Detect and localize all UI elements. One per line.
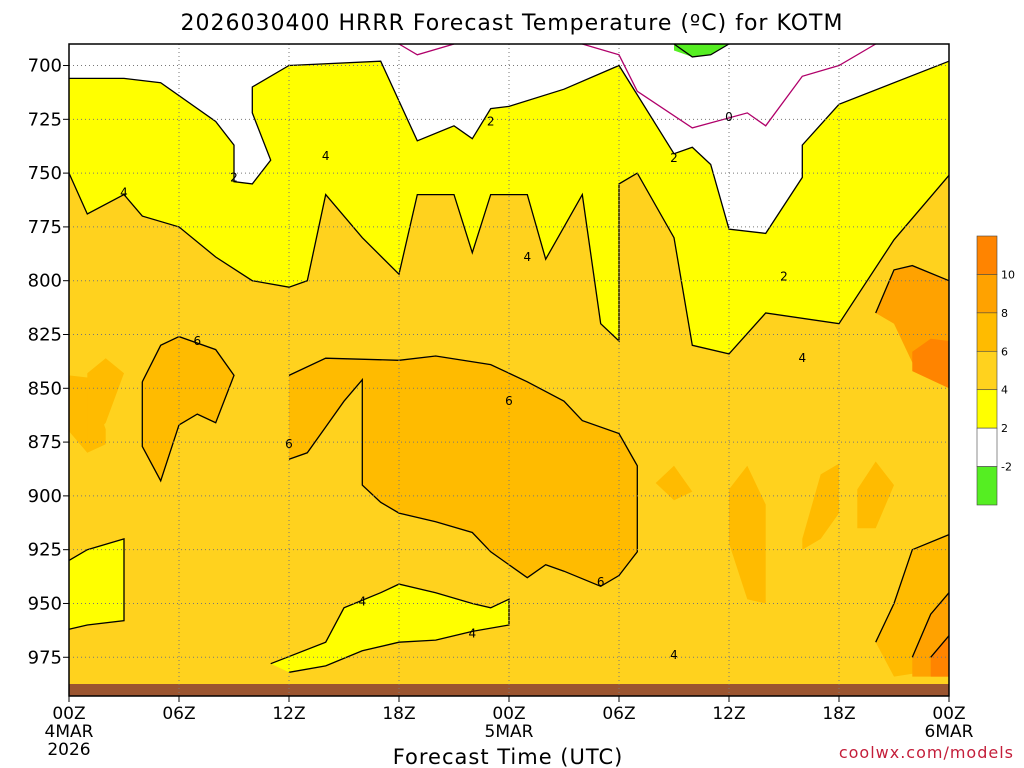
colorbar-swatch <box>976 350 998 391</box>
y-tick-label: 700 <box>28 56 62 77</box>
x-tick-date: 6MAR <box>925 722 974 742</box>
x-tick-label: 06Z <box>162 704 195 724</box>
contour-label: 6 <box>597 575 605 589</box>
temp-6to8-main <box>289 356 638 587</box>
y-tick-label: 875 <box>28 432 62 453</box>
contour-label: 6 <box>194 334 202 348</box>
x-axis-label: Forecast Time (UTC) <box>393 745 624 768</box>
colorbar-tick-label: 8 <box>1001 307 1008 320</box>
y-tick-label: 725 <box>28 109 62 130</box>
x-tick-label: 06Z <box>602 704 635 724</box>
contour-label: 4 <box>524 250 532 264</box>
contour-line-4 <box>68 172 950 355</box>
chart-title: 2026030400 HRRR Forecast Temperature (ºC… <box>181 11 844 36</box>
x-tick-label: 00Z <box>52 704 85 724</box>
contour-line-8 <box>911 592 950 658</box>
x-tick-year: 2026 <box>47 740 90 760</box>
temp-2to4-lowlevel-2 <box>270 584 509 673</box>
temp-10-up-upper <box>912 338 949 389</box>
contour-line-2 <box>69 60 950 235</box>
y-tick-label: 975 <box>28 647 62 668</box>
contour-label: 2 <box>670 151 678 165</box>
y-tick-label: 950 <box>28 593 62 614</box>
colorbar-swatch <box>976 312 998 352</box>
contour-labels: 2 2 2 2 0 4 4 4 4 4 4 4 6 6 6 6 <box>120 110 806 662</box>
grid <box>69 44 949 696</box>
contour-line-6 <box>141 335 235 483</box>
contour-line-8 <box>875 264 950 314</box>
colorbar-swatch <box>976 235 998 275</box>
temp-0to2-top <box>69 44 949 234</box>
colorbar: 10 8 6 4 2 -2 <box>976 235 1015 506</box>
ground-terrain <box>69 684 949 696</box>
contour-label: 4 <box>322 149 330 163</box>
temp-6to8-b <box>142 336 234 481</box>
y-axis-ticks: 700 725 750 775 800 825 850 875 900 925 950 975 <box>28 56 69 668</box>
x-tick-label: 00Z <box>492 704 525 724</box>
colorbar-swatch <box>976 466 998 506</box>
colorbar-tick-label: 10 <box>1001 268 1015 281</box>
temp-6to8-f <box>857 461 894 529</box>
colorbar-tick-label: -2 <box>1001 461 1012 474</box>
credit-text: coolwx.com/models <box>839 743 1014 762</box>
y-tick-label: 825 <box>28 324 62 345</box>
contour-label: 4 <box>469 627 477 641</box>
y-tick-label: 800 <box>28 271 62 292</box>
temp-2to4-lowlevel <box>69 538 124 630</box>
contour-line-0 <box>582 43 877 129</box>
contour-label: 4 <box>359 594 367 608</box>
contour-line-10 <box>930 635 950 658</box>
contour-line-4 <box>270 583 510 673</box>
x-tick-label: 00Z <box>932 704 965 724</box>
y-tick-label: 925 <box>28 540 62 561</box>
contour-label: 2 <box>230 170 238 184</box>
x-tick-date: 4MAR <box>45 722 94 742</box>
y-tick-label: 750 <box>28 163 62 184</box>
colorbar-swatch <box>976 274 998 314</box>
colorbar-tick-label: 4 <box>1001 384 1008 397</box>
temp-6to8-e <box>802 463 839 550</box>
contour-label: 4 <box>670 648 678 662</box>
contour-lines <box>68 43 950 673</box>
plot-area: 2 2 2 2 0 4 4 4 4 4 4 4 6 6 6 6 <box>68 43 950 697</box>
x-tick-label: 12Z <box>272 704 305 724</box>
x-tick-label: 12Z <box>712 704 745 724</box>
x-tick-label: 18Z <box>382 704 415 724</box>
x-tick-date: 5MAR <box>485 722 534 742</box>
contour-label: 2 <box>487 114 495 128</box>
y-tick-label: 775 <box>28 217 62 238</box>
temp-6to8-d <box>729 465 766 604</box>
y-tick-label: 850 <box>28 378 62 399</box>
contour-label: 4 <box>799 351 807 365</box>
temp-6to8-c <box>655 465 693 501</box>
y-tick-label: 900 <box>28 486 62 507</box>
contour-label: 0 <box>725 110 733 124</box>
contour-label: 6 <box>505 394 513 408</box>
contour-line-6 <box>288 355 638 588</box>
contour-label: 4 <box>120 185 128 199</box>
contour-line--2 <box>673 43 730 58</box>
colorbar-swatch <box>976 389 998 429</box>
contour-label: 6 <box>285 437 293 451</box>
x-tick-label: 18Z <box>822 704 855 724</box>
contour-line-6 <box>875 533 950 643</box>
contour-line-0 <box>398 43 455 56</box>
contour-label: 2 <box>780 269 788 283</box>
temp-6to8-a <box>87 358 124 445</box>
colorbar-tick-label: 2 <box>1001 422 1008 435</box>
colorbar-tick-label: 6 <box>1001 345 1008 358</box>
colorbar-swatch <box>976 427 998 467</box>
temp-10-up-lower <box>930 635 949 677</box>
contour-line-4 <box>68 538 125 630</box>
